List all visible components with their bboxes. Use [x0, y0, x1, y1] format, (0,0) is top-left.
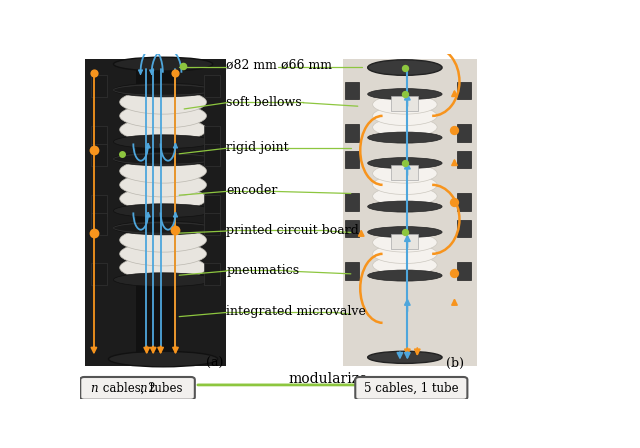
- Point: [89, 147, 99, 154]
- FancyBboxPatch shape: [91, 194, 108, 216]
- FancyBboxPatch shape: [392, 234, 419, 250]
- FancyBboxPatch shape: [346, 125, 359, 142]
- FancyBboxPatch shape: [457, 263, 471, 280]
- FancyBboxPatch shape: [346, 220, 359, 237]
- Ellipse shape: [372, 164, 437, 183]
- FancyBboxPatch shape: [80, 377, 195, 400]
- FancyBboxPatch shape: [85, 59, 227, 366]
- FancyBboxPatch shape: [457, 151, 471, 168]
- Ellipse shape: [120, 228, 207, 252]
- FancyBboxPatch shape: [457, 194, 471, 211]
- Text: encoder: encoder: [227, 184, 278, 197]
- Text: ø66 mm: ø66 mm: [281, 59, 332, 72]
- Ellipse shape: [367, 351, 442, 363]
- Ellipse shape: [120, 242, 207, 266]
- Point: [170, 226, 180, 233]
- Ellipse shape: [372, 175, 437, 194]
- FancyBboxPatch shape: [204, 145, 220, 166]
- Ellipse shape: [120, 159, 207, 183]
- Bar: [136, 59, 175, 366]
- Ellipse shape: [109, 351, 218, 367]
- Ellipse shape: [120, 186, 207, 211]
- Ellipse shape: [113, 152, 212, 166]
- Ellipse shape: [113, 273, 212, 287]
- Text: rigid joint: rigid joint: [227, 141, 289, 154]
- Ellipse shape: [113, 154, 212, 164]
- FancyBboxPatch shape: [343, 59, 477, 366]
- FancyBboxPatch shape: [457, 82, 471, 99]
- Text: printed circuit board: printed circuit board: [227, 224, 359, 237]
- FancyBboxPatch shape: [204, 76, 220, 97]
- Ellipse shape: [372, 95, 437, 114]
- FancyBboxPatch shape: [346, 151, 359, 168]
- Ellipse shape: [367, 201, 442, 212]
- Ellipse shape: [367, 89, 442, 99]
- FancyBboxPatch shape: [346, 194, 359, 211]
- Ellipse shape: [372, 117, 437, 137]
- Text: ø82 mm: ø82 mm: [227, 59, 277, 72]
- Ellipse shape: [113, 85, 212, 95]
- FancyBboxPatch shape: [204, 125, 220, 147]
- Text: (b): (b): [447, 357, 465, 370]
- FancyBboxPatch shape: [204, 263, 220, 285]
- Point: [449, 198, 460, 206]
- Point: [400, 64, 410, 71]
- Ellipse shape: [367, 158, 442, 168]
- FancyBboxPatch shape: [457, 125, 471, 142]
- Ellipse shape: [372, 233, 437, 252]
- FancyBboxPatch shape: [392, 165, 419, 181]
- Ellipse shape: [372, 186, 437, 206]
- Ellipse shape: [113, 135, 212, 149]
- Ellipse shape: [113, 223, 212, 233]
- Text: n: n: [139, 382, 147, 395]
- FancyBboxPatch shape: [91, 125, 108, 147]
- Ellipse shape: [113, 57, 212, 71]
- Point: [89, 229, 99, 237]
- Ellipse shape: [372, 106, 437, 125]
- Point: [178, 62, 188, 69]
- Ellipse shape: [367, 227, 442, 237]
- FancyBboxPatch shape: [346, 263, 359, 280]
- Text: (a): (a): [206, 357, 223, 370]
- FancyBboxPatch shape: [204, 214, 220, 235]
- Point: [400, 90, 410, 98]
- Point: [89, 69, 99, 76]
- Text: 5 cables, 1 tube: 5 cables, 1 tube: [364, 382, 459, 395]
- Ellipse shape: [372, 255, 437, 275]
- Point: [400, 228, 410, 236]
- Ellipse shape: [120, 104, 207, 128]
- Ellipse shape: [113, 83, 212, 97]
- FancyBboxPatch shape: [392, 96, 419, 112]
- Ellipse shape: [120, 117, 207, 142]
- Ellipse shape: [113, 204, 212, 218]
- Text: cables, 2: cables, 2: [99, 382, 156, 395]
- Ellipse shape: [113, 221, 212, 235]
- FancyBboxPatch shape: [355, 377, 467, 400]
- Point: [116, 150, 127, 157]
- Point: [400, 159, 410, 167]
- Ellipse shape: [372, 244, 437, 263]
- Ellipse shape: [367, 132, 442, 143]
- FancyBboxPatch shape: [346, 82, 359, 99]
- Point: [449, 126, 460, 133]
- Ellipse shape: [367, 60, 442, 75]
- FancyBboxPatch shape: [204, 194, 220, 216]
- Text: pneumatics: pneumatics: [227, 264, 300, 277]
- FancyBboxPatch shape: [91, 76, 108, 97]
- Text: tubes: tubes: [146, 382, 182, 395]
- Ellipse shape: [367, 270, 442, 281]
- Text: soft bellows: soft bellows: [227, 95, 302, 108]
- Point: [170, 69, 180, 76]
- Ellipse shape: [120, 255, 207, 280]
- Text: n: n: [90, 382, 98, 395]
- Ellipse shape: [120, 173, 207, 197]
- Text: integrated microvalve: integrated microvalve: [227, 305, 366, 318]
- Text: modularize: modularize: [289, 372, 367, 386]
- FancyBboxPatch shape: [91, 145, 108, 166]
- Point: [449, 269, 460, 276]
- FancyBboxPatch shape: [457, 220, 471, 237]
- FancyBboxPatch shape: [91, 214, 108, 235]
- FancyBboxPatch shape: [91, 263, 108, 285]
- Ellipse shape: [120, 90, 207, 114]
